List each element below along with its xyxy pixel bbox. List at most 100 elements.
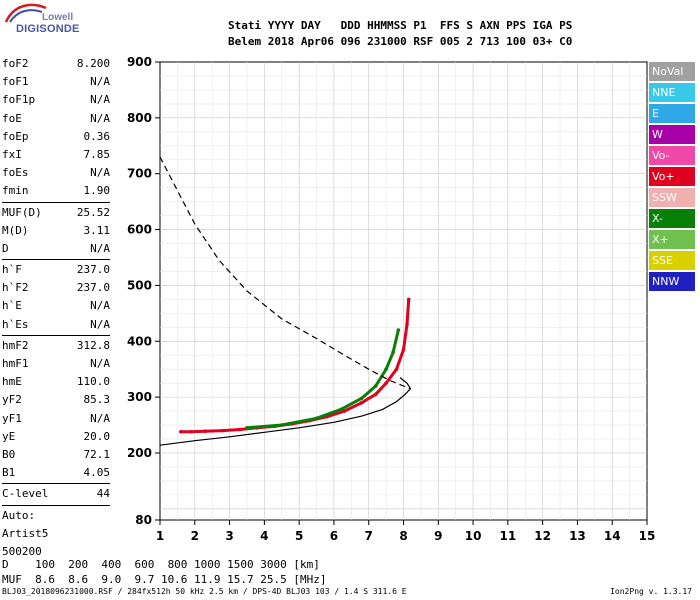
param-value: 3.11 xyxy=(83,223,111,237)
d-muf-line2: MUF 8.6 8.6 9.0 9.7 10.6 11.9 15.7 25.5 … xyxy=(2,573,327,586)
param-separator xyxy=(2,334,110,336)
legend-item: NoVal xyxy=(649,62,695,81)
param-row: foEs N/A xyxy=(2,164,110,182)
param-row: B0 72.1 xyxy=(2,446,110,464)
param-row: h`E N/A xyxy=(2,297,110,315)
param-row: fxI 7.85 xyxy=(2,146,110,164)
x-tick-label: 13 xyxy=(569,529,586,543)
param-value: 110.0 xyxy=(76,375,110,389)
series-point xyxy=(359,396,364,401)
y-tick-label: 600 xyxy=(127,223,152,237)
param-value: 237.0 xyxy=(76,263,110,277)
param-key: yE xyxy=(2,429,16,443)
param-key: foE xyxy=(2,111,22,125)
logo-line2: DIGISONDE xyxy=(16,23,80,35)
param-key: fxI xyxy=(2,147,22,161)
param-row: h`F2 237.0 xyxy=(2,279,110,297)
param-separator xyxy=(2,483,110,485)
param-separator xyxy=(2,504,110,506)
param-row: hmF2 312.8 xyxy=(2,337,110,355)
param-key: foF2 xyxy=(2,57,29,70)
legend-item: Vo- xyxy=(649,146,695,165)
param-value: N/A xyxy=(90,411,110,425)
d-muf-line1: D 100 200 400 600 800 1000 1500 3000 [km… xyxy=(2,558,320,571)
param-key: h`F xyxy=(2,263,22,277)
param-value: 25.52 xyxy=(76,205,110,219)
param-key: D xyxy=(2,241,9,255)
series-point xyxy=(384,367,388,371)
series-point xyxy=(314,416,319,421)
series-point xyxy=(220,428,225,433)
param-row: fmin 1.90 xyxy=(2,182,110,200)
param-key: foEs xyxy=(2,166,29,180)
series-point xyxy=(405,322,409,327)
param-key: h`E xyxy=(2,299,22,313)
auto-scaling-line: Auto: xyxy=(2,508,36,522)
y-tick-label: 300 xyxy=(127,390,152,404)
legend-item: NNE xyxy=(649,83,695,102)
param-value: 8.200 xyxy=(76,57,110,70)
x-tick-label: 6 xyxy=(330,529,338,543)
param-value: 0.36 xyxy=(83,129,111,143)
param-value: 312.8 xyxy=(76,338,110,352)
series-point xyxy=(339,407,343,412)
param-value: N/A xyxy=(90,111,110,125)
digisonde-logo: Lowell DIGISONDE xyxy=(2,2,79,42)
ionogram-plot: 1 2 3 4 5 6 7 8 9 10 11 12 13 14 158020030040050060070… xyxy=(127,55,656,543)
series-point xyxy=(238,427,242,432)
legend-item: SSE xyxy=(649,251,695,270)
y-tick-label: 800 xyxy=(127,111,152,125)
param-row: foF1 N/A xyxy=(2,73,110,91)
x-tick-label: 3 xyxy=(225,529,233,543)
series-point xyxy=(373,384,378,388)
param-row: h`F 237.0 xyxy=(2,261,110,279)
legend-item: NNW xyxy=(649,272,695,291)
parameter-list: foF2 8.200 foF1 N/A foF1p N/A foE N/A foEp 0.36 fx… xyxy=(2,55,110,561)
series-point xyxy=(189,429,194,434)
param-key: hmF2 xyxy=(2,338,29,352)
param-key: foF1 xyxy=(2,75,29,89)
param-key: B0 xyxy=(2,447,16,461)
param-row: M(D) 3.11 xyxy=(2,222,110,240)
param-row: foF1p N/A xyxy=(2,91,110,109)
legend-item: X+ xyxy=(649,230,695,249)
param-row: B1 4.05 xyxy=(2,464,110,482)
x-tick-label: 15 xyxy=(639,529,656,543)
x-tick-label: 8 xyxy=(399,529,407,543)
y-tick-label: 200 xyxy=(127,446,152,460)
param-row: yE 20.0 xyxy=(2,428,110,446)
series-point xyxy=(401,347,406,352)
param-row: hmE 110.0 xyxy=(2,373,110,391)
series-point xyxy=(394,367,399,371)
param-value: N/A xyxy=(90,357,110,370)
footer-version: Ion2Png v. 1.3.17 xyxy=(610,587,692,596)
param-value: N/A xyxy=(90,75,110,89)
header-block: Stati YYYY DAY DDD HHMMSS P1 FFS S AXN P… xyxy=(228,18,572,50)
header-line2: Belem 2018 Apr06 096 231000 RSF 005 2 71… xyxy=(228,35,573,48)
legend-item: W xyxy=(649,125,695,144)
param-key: B1 xyxy=(2,466,16,480)
param-row: foF2 8.200 xyxy=(2,55,110,73)
x-tick-label: 1 xyxy=(156,529,164,543)
param-value: N/A xyxy=(90,299,110,313)
series-point xyxy=(373,392,378,397)
x-tick-label: 10 xyxy=(465,529,482,543)
series-point xyxy=(384,381,388,385)
param-key: hmE xyxy=(2,375,22,389)
param-value: 1.90 xyxy=(83,184,111,198)
param-key: foEp xyxy=(2,129,29,143)
series-point xyxy=(406,297,411,302)
auto-scaling-line: 500200 xyxy=(2,544,42,558)
series-point xyxy=(342,409,347,413)
logo-swoosh-icon xyxy=(4,3,47,23)
legend-item: SSW xyxy=(649,188,695,207)
y-tick-label: 400 xyxy=(127,334,152,348)
legend: NoVal NNE E W Vo- Vo+ SSW X- X+ SSE NNW xyxy=(649,62,695,293)
y-tick-label: 80 xyxy=(135,513,152,527)
param-key: MUF(D) xyxy=(2,205,42,219)
param-row: hmF1 N/A xyxy=(2,355,110,373)
param-value: 237.0 xyxy=(76,281,110,295)
param-row: MUF(D) 25.52 xyxy=(2,204,110,222)
x-tick-label: 11 xyxy=(500,529,517,543)
series-point xyxy=(179,429,183,434)
